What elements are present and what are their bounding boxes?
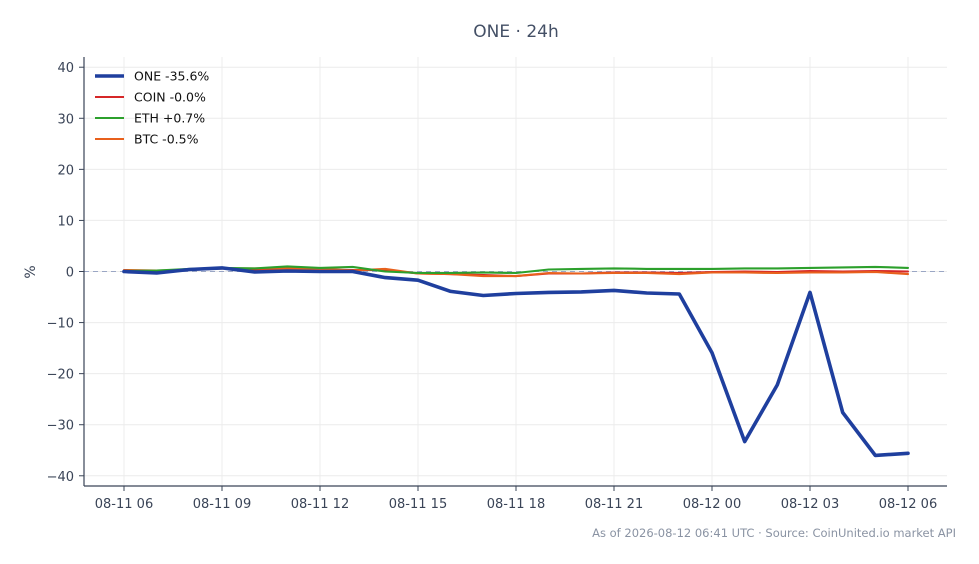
- x-tick-label: 08-11 18: [487, 497, 545, 512]
- y-tick-label: 40: [57, 61, 74, 76]
- y-axis-ticks: −40 −30 −20 −10 0 10 20 30 40: [47, 61, 84, 485]
- x-tick-label: 08-11 21: [585, 497, 643, 512]
- x-tick-label: 08-11 06: [95, 497, 153, 512]
- x-tick-label: 08-11 15: [389, 497, 447, 512]
- y-tick-label: −40: [47, 470, 74, 485]
- x-tick-label: 08-11 09: [193, 497, 251, 512]
- series-lines: [122, 265, 910, 458]
- legend: ONE -35.6% COIN -0.0% ETH +0.7% BTC -0.5%: [95, 69, 209, 147]
- y-tick-label: 0: [66, 266, 74, 281]
- y-tick-label: 30: [57, 112, 74, 127]
- series-line-one: [122, 266, 910, 458]
- x-tick-label: 08-11 12: [291, 497, 349, 512]
- x-tick-label: 08-12 00: [683, 497, 741, 512]
- x-tick-label: 08-12 06: [879, 497, 937, 512]
- legend-label-coin: COIN -0.0%: [134, 90, 206, 105]
- legend-label-one: ONE -35.6%: [134, 69, 209, 84]
- y-axis-label: %: [23, 265, 39, 278]
- y-tick-label: −30: [47, 419, 74, 434]
- series-line-eth: [122, 265, 910, 275]
- y-tick-label: −20: [47, 368, 74, 383]
- footer-source: As of 2026-08-12 06:41 UTC · Source: Coi…: [592, 526, 956, 540]
- x-tick-label: 08-12 03: [781, 497, 839, 512]
- legend-label-eth: ETH +0.7%: [134, 111, 205, 126]
- y-tick-label: 10: [57, 214, 74, 229]
- x-axis-ticks: 08-11 06 08-11 09 08-11 12 08-11 15 08-11 18…: [95, 486, 937, 512]
- legend-label-btc: BTC -0.5%: [134, 132, 199, 147]
- y-tick-label: 20: [57, 163, 74, 178]
- y-tick-label: −10: [47, 317, 74, 332]
- chart-title: ONE · 24h: [473, 22, 558, 42]
